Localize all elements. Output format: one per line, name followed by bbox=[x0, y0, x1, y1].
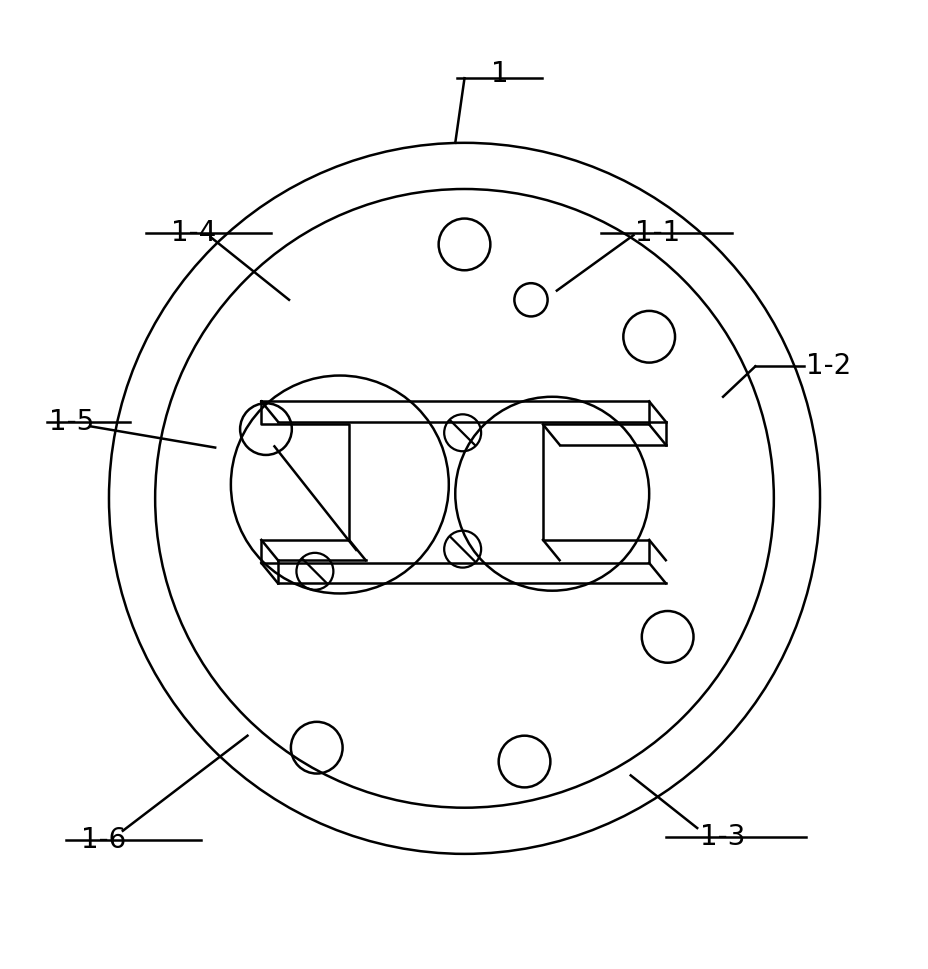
Text: 1-5: 1-5 bbox=[49, 408, 94, 436]
Text: 1-2: 1-2 bbox=[806, 353, 850, 380]
Text: 1-3: 1-3 bbox=[699, 824, 744, 851]
Text: 1-4: 1-4 bbox=[171, 219, 216, 247]
Text: 1: 1 bbox=[490, 59, 508, 87]
Text: 1-6: 1-6 bbox=[81, 826, 126, 854]
Text: 1-1: 1-1 bbox=[635, 219, 680, 247]
